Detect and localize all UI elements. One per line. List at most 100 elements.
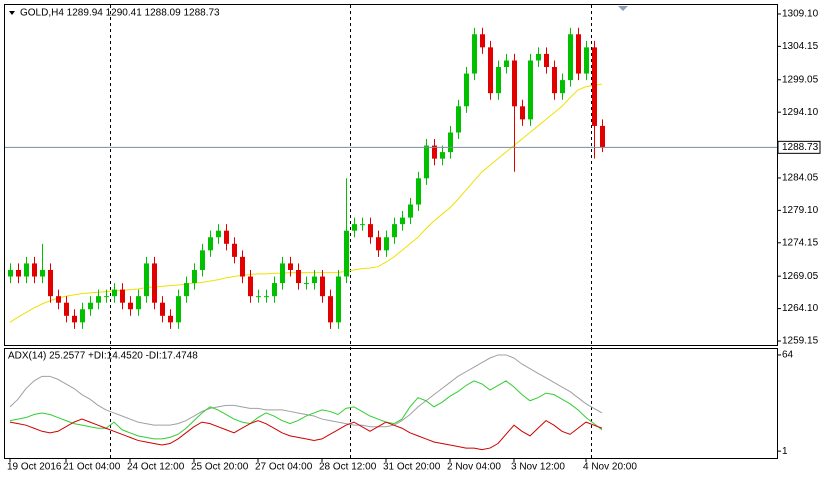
candle-body: [176, 296, 181, 323]
candle-body: [440, 152, 445, 159]
candle-body: [488, 47, 493, 94]
candle-body: [376, 237, 381, 251]
x-tick-label: 4 Nov 20:00: [583, 462, 637, 473]
candle-body: [336, 276, 341, 323]
candle-body: [128, 302, 133, 310]
y-tick-label: 1269.05: [782, 271, 819, 282]
adx-header: ADX(14) 25.2577 +DI:14.4520 -DI:17.4748: [8, 351, 198, 362]
candle-body: [384, 237, 389, 251]
candle-body: [96, 296, 101, 303]
candle-body: [496, 67, 501, 94]
candle-body: [400, 217, 405, 225]
x-tick-label: 3 Nov 12:00: [511, 462, 565, 473]
x-tick-label: 28 Oct 12:00: [319, 462, 377, 473]
candle-body: [312, 276, 317, 284]
candle-body: [184, 283, 189, 297]
candle-body: [464, 73, 469, 107]
x-tick-label: 31 Oct 20:00: [383, 462, 441, 473]
candle-body: [352, 224, 357, 231]
candle-body: [112, 289, 117, 297]
last-price-label: 1288.73: [782, 142, 819, 153]
y-tick-label: 1284.05: [782, 173, 819, 184]
adx-panel: [4, 348, 778, 459]
candle-body: [168, 315, 173, 323]
x-tick-label: 19 Oct 2016: [7, 462, 62, 473]
candle-body: [568, 34, 573, 81]
moving-average: [9, 83, 603, 323]
candle-body: [80, 309, 85, 323]
candle-body: [512, 60, 517, 107]
candle-body: [584, 47, 589, 74]
y-tick-label: 64: [782, 350, 794, 361]
indicator-line: [9, 380, 603, 440]
candle-body: [320, 276, 325, 297]
candle-body: [104, 296, 109, 298]
candle-body: [16, 269, 21, 277]
price-header: GOLD,H4 1289.94 1290.41 1288.09 1288.73: [20, 8, 220, 19]
candle-body: [120, 289, 125, 303]
candle-body: [40, 269, 45, 277]
x-tick-label: 2 Nov 04:00: [447, 462, 501, 473]
candle-body: [152, 263, 157, 303]
candle-body: [192, 269, 197, 284]
y-tick-label: 1279.10: [782, 205, 819, 216]
candle-body: [392, 224, 397, 238]
candle-body: [32, 263, 37, 277]
candle-body: [480, 34, 485, 48]
y-tick-label: 1259.15: [782, 336, 819, 347]
y-tick-label: 1299.05: [782, 74, 819, 85]
x-tick-label: 21 Oct 04:00: [63, 462, 121, 473]
candle-body: [272, 283, 277, 297]
candle-body: [344, 230, 349, 277]
candle-body: [224, 230, 229, 244]
candle-body: [544, 53, 549, 68]
candle-body: [472, 34, 477, 74]
candle-body: [144, 263, 149, 297]
header-marker: [9, 11, 15, 15]
y-tick-label: 1274.15: [782, 237, 819, 248]
candle-body: [504, 60, 509, 68]
candle-body: [448, 132, 453, 153]
candle-body: [48, 269, 53, 297]
candle-body: [280, 263, 285, 284]
candle-body: [520, 106, 525, 120]
candle-body: [416, 178, 421, 205]
indicator-line: [9, 354, 603, 428]
candle-body: [536, 53, 541, 61]
candle-body: [328, 296, 333, 323]
candle-body: [456, 106, 461, 133]
x-tick-label: 24 Oct 12:00: [127, 462, 185, 473]
candle-body: [600, 125, 605, 148]
candle-body: [200, 250, 205, 270]
candle-body: [432, 145, 437, 159]
candle-body: [8, 269, 13, 277]
candle-body: [88, 302, 93, 310]
candle-body: [256, 296, 261, 298]
candle-body: [592, 47, 597, 126]
y-tick-label: 1264.10: [782, 303, 819, 314]
candle-body: [248, 276, 253, 297]
candle-body: [424, 145, 429, 179]
candle-body: [368, 224, 373, 238]
indicator-line: [9, 418, 603, 451]
candle-body: [264, 296, 269, 298]
candle-body: [232, 243, 237, 257]
candle-body: [136, 296, 141, 310]
candle-body: [208, 237, 213, 251]
y-tick-label: 1304.15: [782, 41, 819, 52]
x-tick-label: 27 Oct 04:00: [255, 462, 313, 473]
candle-body: [288, 263, 293, 270]
candle-body: [72, 315, 77, 323]
y-tick-label: 1294.10: [782, 107, 819, 118]
y-tick-label: 1: [782, 446, 788, 457]
candle-body: [64, 302, 69, 316]
candle-body: [296, 269, 301, 284]
shift-marker: [618, 6, 628, 11]
candle-body: [360, 224, 365, 226]
candle-body: [24, 263, 29, 277]
y-tick-label: 1309.10: [782, 9, 819, 20]
candle-body: [240, 256, 245, 277]
last-price-box: [777, 140, 821, 154]
